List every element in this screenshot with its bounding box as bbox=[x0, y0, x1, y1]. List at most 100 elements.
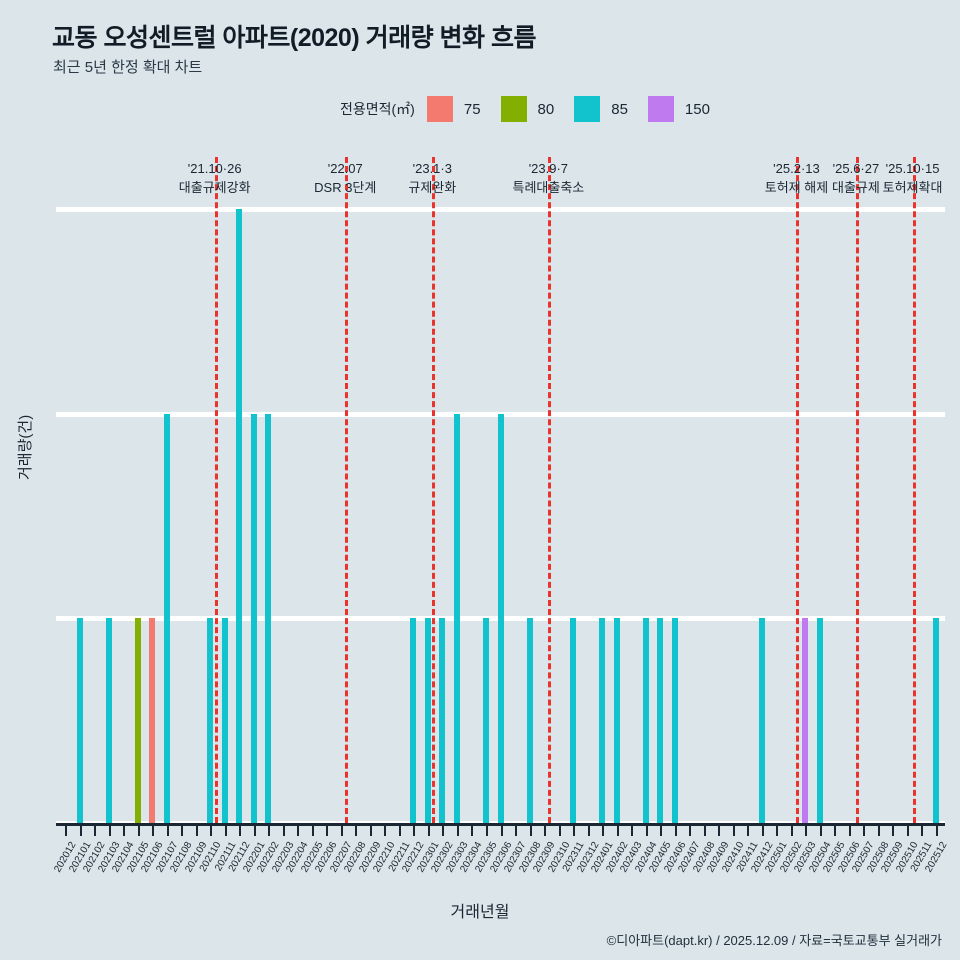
bar-202504-85[interactable] bbox=[816, 618, 823, 823]
x-tick-202304 bbox=[471, 826, 474, 836]
x-tick-202303 bbox=[456, 826, 459, 836]
bar-202302-85[interactable] bbox=[439, 618, 446, 823]
gridline-y3 bbox=[56, 207, 945, 212]
x-tick-202511 bbox=[921, 826, 924, 836]
x-tick-202104 bbox=[123, 826, 126, 836]
bar-202105-80[interactable] bbox=[134, 618, 141, 823]
x-axis-line bbox=[56, 823, 945, 826]
x-tick-202407 bbox=[689, 826, 692, 836]
bar-202111-85[interactable] bbox=[221, 618, 228, 823]
x-tick-202501 bbox=[776, 826, 779, 836]
x-tick-202310 bbox=[558, 826, 561, 836]
event-text-4: 토허제 해제 bbox=[764, 179, 829, 195]
x-tick-202410 bbox=[732, 826, 735, 836]
x-tick-202207 bbox=[340, 826, 343, 836]
event-label-2: '23.1·3 규제완화 bbox=[408, 160, 456, 198]
bar-202305-85[interactable] bbox=[482, 618, 489, 823]
bar-202303-85[interactable] bbox=[453, 413, 460, 823]
x-tick-202202 bbox=[268, 826, 271, 836]
chart-subtitle: 최근 5년 한정 확대 차트 bbox=[53, 59, 203, 76]
legend-item-75[interactable]: 75 bbox=[426, 96, 495, 122]
bar-202503-150[interactable] bbox=[802, 618, 809, 823]
bar-202402-85[interactable] bbox=[613, 618, 620, 823]
bar-202212-85[interactable] bbox=[410, 618, 417, 823]
x-tick-202012 bbox=[65, 826, 68, 836]
legend-swatch-150 bbox=[647, 96, 674, 122]
event-line-2 bbox=[432, 157, 436, 823]
bar-202202-85[interactable] bbox=[265, 413, 272, 823]
x-tick-202112 bbox=[239, 826, 242, 836]
event-line-3 bbox=[548, 157, 552, 823]
bar-202308-85[interactable] bbox=[526, 618, 533, 823]
x-tick-202101 bbox=[79, 826, 82, 836]
legend-item-85[interactable]: 85 bbox=[574, 96, 642, 122]
bar-202405-85[interactable] bbox=[657, 618, 664, 823]
legend-item-150[interactable]: 150 bbox=[647, 96, 724, 122]
event-date-5: '25.6·27 bbox=[832, 161, 880, 176]
x-tick-202503 bbox=[805, 826, 808, 836]
event-line-6 bbox=[912, 157, 916, 823]
legend-item-80[interactable]: 80 bbox=[500, 96, 569, 122]
event-line-0 bbox=[214, 157, 218, 823]
legend-swatch-85 bbox=[574, 96, 601, 122]
event-text-6: 토허제확대 bbox=[882, 179, 943, 195]
bar-202301-85[interactable] bbox=[424, 618, 431, 823]
x-tick-202505 bbox=[834, 826, 837, 836]
event-line-4 bbox=[796, 157, 800, 823]
bar-202412-85[interactable] bbox=[758, 618, 765, 823]
legend-label-85: 85 bbox=[611, 100, 628, 118]
x-tick-202209 bbox=[369, 826, 372, 836]
event-date-4: '25.2·13 bbox=[773, 161, 820, 176]
x-tick-202507 bbox=[863, 826, 866, 836]
bar-202101-85[interactable] bbox=[76, 618, 83, 823]
event-label-0: '21.10·26 대출규제강화 bbox=[179, 160, 251, 198]
x-tick-202510 bbox=[906, 826, 909, 836]
bar-202106-75[interactable] bbox=[149, 618, 156, 823]
x-tick-202402 bbox=[616, 826, 619, 836]
x-tick-202208 bbox=[355, 826, 358, 836]
bar-202311-85[interactable] bbox=[570, 618, 577, 823]
bar-202306-85[interactable] bbox=[497, 413, 504, 823]
x-tick-202203 bbox=[282, 826, 285, 836]
x-tick-202102 bbox=[94, 826, 97, 836]
x-tick-202105 bbox=[137, 826, 140, 836]
x-tick-202108 bbox=[181, 826, 184, 836]
x-tick-202405 bbox=[660, 826, 663, 836]
x-tick-202301 bbox=[427, 826, 430, 836]
bar-202110-85[interactable] bbox=[207, 618, 214, 823]
legend-swatch-80 bbox=[500, 96, 527, 122]
x-tick-202109 bbox=[195, 826, 198, 836]
x-tick-202504 bbox=[819, 826, 822, 836]
event-date-2: '23.1·3 bbox=[412, 161, 452, 176]
x-tick-202404 bbox=[645, 826, 648, 836]
bar-202401-85[interactable] bbox=[599, 618, 606, 823]
y-axis-title: 거래량(건) bbox=[17, 414, 34, 480]
x-tick-202212 bbox=[413, 826, 416, 836]
x-tick-202204 bbox=[297, 826, 300, 836]
bar-202201-85[interactable] bbox=[250, 413, 257, 823]
bar-202103-85[interactable] bbox=[105, 618, 112, 823]
legend-label-150: 150 bbox=[684, 100, 710, 118]
x-tick-202111 bbox=[224, 826, 227, 836]
event-line-1 bbox=[345, 157, 349, 823]
bar-202107-85[interactable] bbox=[163, 413, 170, 823]
bar-202512-85[interactable] bbox=[932, 618, 939, 823]
bar-202404-85[interactable] bbox=[642, 618, 649, 823]
x-tick-202103 bbox=[108, 826, 111, 836]
x-tick-202403 bbox=[631, 826, 634, 836]
x-tick-202302 bbox=[442, 826, 445, 836]
bar-202112-85[interactable] bbox=[236, 209, 243, 823]
legend-items: 75 80 85 150 bbox=[426, 96, 730, 122]
x-tick-202306 bbox=[500, 826, 503, 836]
x-tick-202211 bbox=[398, 826, 401, 836]
x-tick-202408 bbox=[703, 826, 706, 836]
x-tick-202406 bbox=[674, 826, 677, 836]
event-line-5 bbox=[855, 157, 859, 823]
x-tick-202110 bbox=[210, 826, 213, 836]
event-date-1: '22.07 bbox=[327, 161, 363, 176]
bar-202406-85[interactable] bbox=[671, 618, 678, 823]
event-label-4: '25.2·13 토허제 해제 bbox=[765, 160, 828, 198]
x-tick-202502 bbox=[790, 826, 793, 836]
x-tick-202206 bbox=[326, 826, 329, 836]
plot-area: 0123 bbox=[56, 157, 945, 826]
